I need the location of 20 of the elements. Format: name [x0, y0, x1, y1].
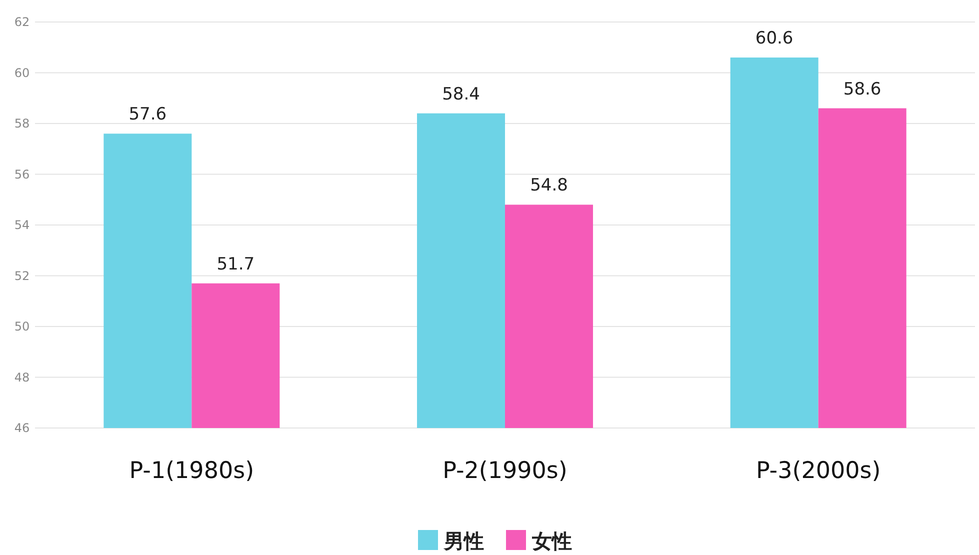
- y-tick-label: 58: [14, 116, 30, 130]
- legend-label: 女性: [531, 529, 572, 553]
- data-label: 57.6: [128, 104, 167, 125]
- data-label: 51.7: [216, 254, 255, 274]
- data-label: 58.6: [843, 79, 882, 100]
- data-label: 60.6: [755, 28, 794, 49]
- x-tick-label: P-3(2000s): [756, 458, 881, 484]
- y-tick-label: 50: [14, 320, 30, 334]
- y-tick-label: 48: [14, 370, 30, 384]
- legend-label: 男性: [443, 529, 484, 553]
- data-label: 54.8: [530, 176, 568, 196]
- y-tick-label: 52: [14, 268, 30, 283]
- y-tick-label: 46: [14, 421, 30, 435]
- x-tick-label: P-1(1980s): [129, 458, 254, 484]
- y-tick-label: 54: [14, 218, 30, 232]
- y-tick-label: 56: [14, 167, 30, 182]
- y-tick-label: 62: [14, 15, 30, 29]
- y-tick-label: 60: [14, 66, 30, 80]
- data-label: 58.4: [442, 84, 480, 104]
- x-tick-label: P-2(1990s): [442, 458, 568, 484]
